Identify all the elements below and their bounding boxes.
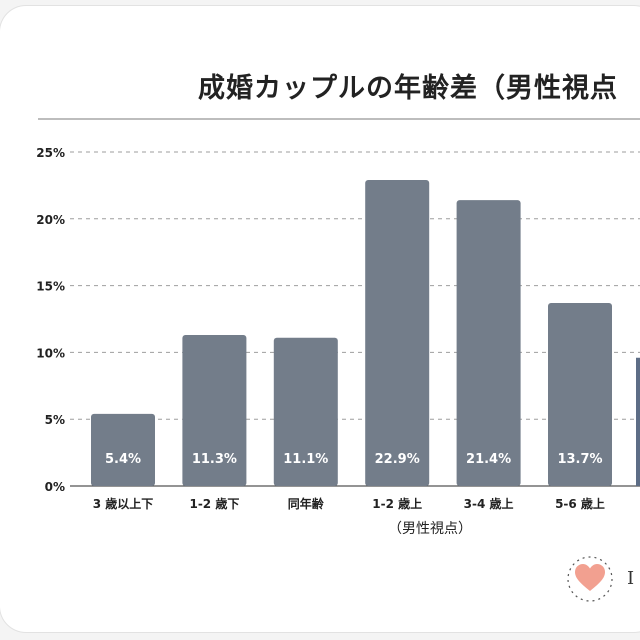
x-tick-label: 5-6 歳上 xyxy=(555,496,605,511)
y-tick-label: 10% xyxy=(36,346,65,360)
y-tick-label: 0% xyxy=(45,480,65,494)
y-tick-label: 15% xyxy=(36,280,65,294)
bar xyxy=(365,180,430,486)
bar-value-label: 21.4% xyxy=(466,452,511,467)
y-tick-label: 20% xyxy=(36,213,65,227)
x-tick-label: 3 歳以上下 xyxy=(93,496,154,511)
y-tick-label: 25% xyxy=(36,146,65,160)
y-tick-label: 5% xyxy=(45,413,65,427)
x-tick-label: 3-4 歳上 xyxy=(464,496,514,511)
x-axis-ticks: 3 歳以上下 1-2 歳下 同年齢 1-2 歳上 3-4 歳上 5-6 歳上 xyxy=(93,496,605,511)
heart-icon xyxy=(575,564,605,591)
logo-letter: I xyxy=(627,568,635,589)
chart-card xyxy=(0,6,640,632)
bar xyxy=(273,337,338,486)
bar-value-label: 11.1% xyxy=(283,452,328,467)
bars xyxy=(91,180,640,486)
bar xyxy=(91,413,155,486)
x-tick-label: 同年齢 xyxy=(288,496,325,511)
y-axis-ticks: 0% 5% 10% 15% 20% 25% xyxy=(36,146,65,494)
bar xyxy=(456,200,521,486)
grid-lines xyxy=(70,151,640,487)
bar-value-label: 22.9% xyxy=(375,452,420,467)
bar-value-label: 5.4% xyxy=(105,452,141,467)
bar xyxy=(182,335,247,486)
x-tick-label: 1-2 歳下 xyxy=(189,496,239,511)
x-axis-label: （男性視点） xyxy=(388,521,472,537)
value-labels: 5.4% 11.3% 11.1% 22.9% 21.4% 13.7% xyxy=(105,452,603,467)
chart-title: 成婚カップルの年齢差（男性視点 xyxy=(198,73,618,104)
title-divider xyxy=(38,118,640,120)
logo-dotted-ring xyxy=(567,556,613,602)
bar-value-label: 11.3% xyxy=(192,452,237,467)
x-tick-label: 1-2 歳上 xyxy=(372,496,422,511)
bar-value-label: 13.7% xyxy=(557,452,602,467)
bar xyxy=(548,302,612,486)
bar-partial xyxy=(636,357,640,486)
logo-badge xyxy=(567,556,613,602)
